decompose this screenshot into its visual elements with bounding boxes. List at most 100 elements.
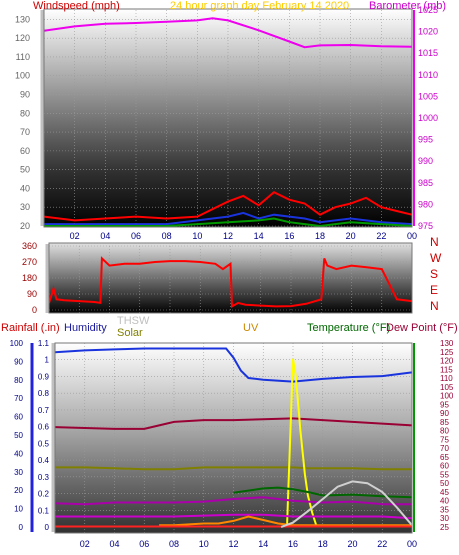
temperature-label: Temperature (°F) [307, 322, 390, 334]
wind-panel-frame [43, 8, 413, 228]
x-tick-label: 16 [288, 539, 298, 549]
temperature-tick-label: 125 [440, 348, 454, 357]
compass-label: S [430, 267, 438, 281]
humidity-tick-label: 0 [19, 523, 24, 532]
temperature-tick-label: 65 [440, 453, 449, 462]
x-tick-label: 04 [109, 539, 119, 549]
x-tick-label: 10 [192, 231, 202, 241]
temperature-tick-label: 105 [440, 383, 454, 392]
x-tick-label: 22 [376, 231, 386, 241]
windspeed-label: Windspeed (mph) [33, 0, 120, 12]
uv-label: UV [243, 322, 259, 334]
weather-panel-background [55, 343, 412, 533]
series-line-wind-avg [44, 211, 413, 226]
barometer-tick-label: 1005 [418, 91, 438, 101]
temperature-tick-label: 110 [440, 374, 453, 383]
windspeed-tick-label: 100 [15, 71, 30, 81]
humidity-tick-label: 30 [14, 468, 23, 477]
barometer-tick-label: 995 [418, 135, 433, 145]
temperature-tick-label: 80 [440, 427, 449, 436]
compass-label: N [430, 299, 439, 313]
rainfall-tick-label: 0.1 [38, 506, 50, 515]
dewpoint-label: Dew Point (°F) [386, 322, 458, 334]
x-tick-label: 06 [131, 231, 141, 241]
series-line-humidity [54, 347, 413, 383]
temperature-tick-label: 90 [440, 409, 449, 418]
humidity-label: Humidity [64, 322, 107, 334]
temperature-tick-label: 45 [440, 488, 449, 497]
barometer-tick-label: 1025 [418, 5, 438, 15]
x-tick-label: 20 [347, 539, 357, 549]
temperature-tick-label: 100 [440, 392, 454, 401]
rainfall-tick-label: 0.4 [38, 456, 50, 465]
temperature-tick-label: 95 [440, 400, 449, 409]
direction-tick-label: 90 [27, 289, 37, 299]
barometer-tick-label: 985 [418, 178, 433, 188]
x-tick-label: 04 [100, 231, 110, 241]
direction-tick-label: 180 [22, 273, 37, 283]
windspeed-tick-label: 80 [20, 108, 30, 118]
weather-panel-frame [54, 342, 413, 534]
solar-label: Solar [117, 327, 143, 339]
direction-tick-label: 0 [32, 305, 37, 315]
temperature-tick-label: 115 [440, 365, 453, 374]
windspeed-tick-label: 130 [15, 14, 30, 24]
windspeed-tick-label: 90 [20, 90, 30, 100]
x-tick-label: 14 [254, 231, 264, 241]
series-line-temperature-f [55, 466, 412, 471]
temperature-tick-label: 130 [440, 339, 454, 348]
x-tick-label: 16 [284, 231, 294, 241]
windspeed-tick-label: 20 [20, 221, 30, 231]
rainfall-tick-label: 0.7 [38, 406, 50, 415]
windspeed-tick-label: 30 [20, 202, 30, 212]
rainfall-tick-label: 0.3 [38, 473, 50, 482]
x-tick-label: 08 [169, 539, 179, 549]
direction-tick-label: 270 [22, 257, 37, 267]
x-tick-label: 02 [70, 231, 80, 241]
temperature-tick-label: 75 [440, 435, 449, 444]
x-tick-label: 00 [407, 539, 417, 549]
x-tick-label: 02 [80, 539, 90, 549]
x-tick-label: 00 [407, 231, 417, 241]
barometer-label: Barometer (mb) [369, 0, 446, 12]
temperature-tick-label: 55 [440, 470, 449, 479]
humidity-tick-label: 50 [14, 431, 23, 440]
series-line-wind-low [44, 217, 413, 228]
humidity-tick-label: 20 [14, 486, 23, 495]
temperature-tick-label: 85 [440, 418, 449, 427]
rainfall-tick-label: 0.6 [38, 423, 50, 432]
barometer-tick-label: 980 [418, 199, 433, 209]
windspeed-tick-label: 110 [16, 52, 30, 62]
temperature-tick-label: 60 [440, 462, 449, 471]
humidity-tick-label: 60 [14, 413, 23, 422]
windspeed-tick-label: 120 [15, 33, 30, 43]
chart-title: 24 hour graph day February 14 2020 [170, 0, 349, 12]
rainfall-tick-label: 1 [45, 356, 50, 365]
series-line-solar-curve [280, 480, 413, 528]
direction-panel-frame [48, 242, 413, 314]
direction-tick-label: 360 [22, 241, 37, 251]
humidity-tick-label: 40 [14, 449, 23, 458]
temperature-tick-label: 35 [440, 505, 449, 514]
x-tick-label: 12 [228, 539, 238, 549]
barometer-tick-label: 1015 [418, 48, 438, 58]
windspeed-tick-label: 60 [20, 146, 30, 156]
rainfall-tick-label: 1.1 [38, 339, 50, 348]
compass-label: W [430, 251, 442, 265]
rainfall-tick-label: 0.8 [38, 389, 50, 398]
humidity-tick-label: 100 [10, 339, 24, 348]
humidity-tick-label: 70 [14, 394, 23, 403]
temperature-tick-label: 25 [440, 523, 449, 532]
x-tick-label: 06 [139, 539, 149, 549]
series-line-wind-chill [55, 513, 413, 520]
humidity-tick-label: 90 [14, 357, 23, 366]
x-tick-label: 10 [199, 539, 209, 549]
x-tick-label: 12 [223, 231, 233, 241]
series-line-thsw [286, 358, 318, 528]
humidity-tick-label: 80 [14, 376, 23, 385]
temperature-tick-label: 40 [440, 497, 449, 506]
x-tick-label: 20 [346, 231, 356, 241]
x-tick-label: 18 [315, 231, 325, 241]
temperature-tick-label: 70 [440, 444, 449, 453]
